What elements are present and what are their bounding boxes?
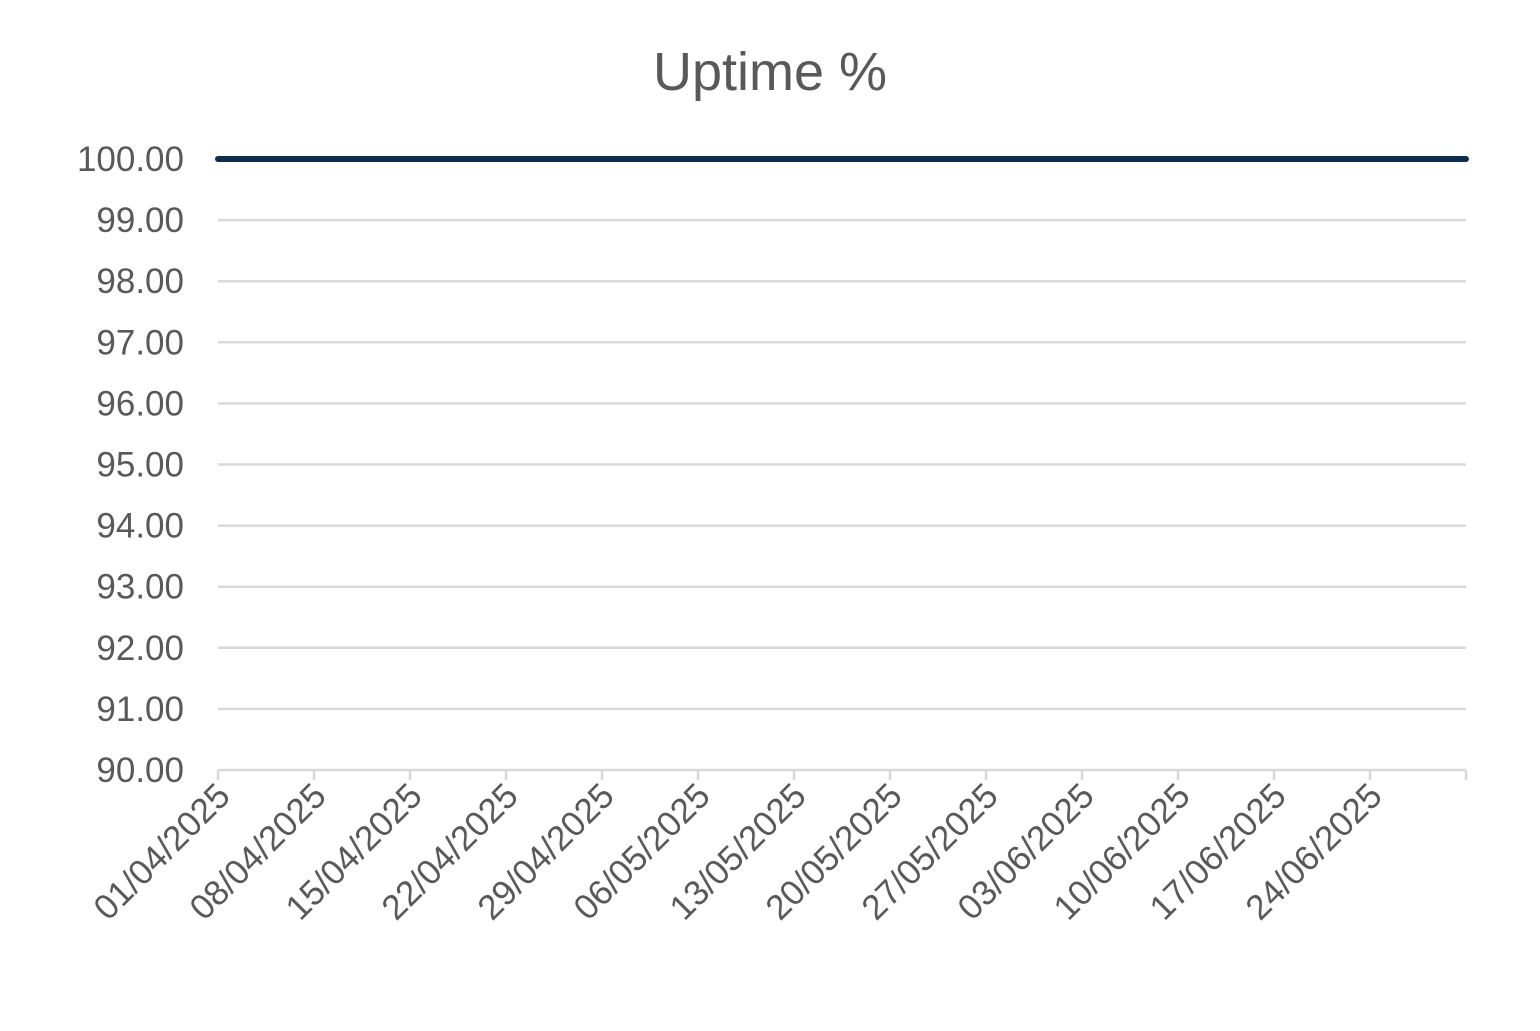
- x-axis-tick-labels: 01/04/202508/04/202515/04/202522/04/2025…: [86, 776, 1389, 927]
- chart-title: Uptime %: [653, 42, 887, 102]
- y-axis-tick-labels: 90.00 91.00 92.00 93.00 94.00 95.00 96.00 97.00…: [77, 140, 184, 790]
- y-tick-label: 93.00: [96, 568, 184, 607]
- y-tick-label: 94.00: [96, 507, 184, 546]
- y-tick-label: 96.00: [96, 384, 184, 423]
- y-tick-label: 95.00: [96, 446, 184, 485]
- y-tick-label: 99.00: [96, 201, 184, 240]
- x-axis: [216, 768, 1468, 780]
- y-tick-label: 91.00: [96, 690, 184, 729]
- y-tick-label: 98.00: [96, 262, 184, 301]
- y-tick-label: 97.00: [96, 323, 184, 362]
- gridlines: [218, 157, 1466, 711]
- y-tick-label: 100.00: [77, 140, 184, 179]
- y-tick-label: 90.00: [96, 751, 184, 790]
- y-tick-label: 92.00: [96, 629, 184, 668]
